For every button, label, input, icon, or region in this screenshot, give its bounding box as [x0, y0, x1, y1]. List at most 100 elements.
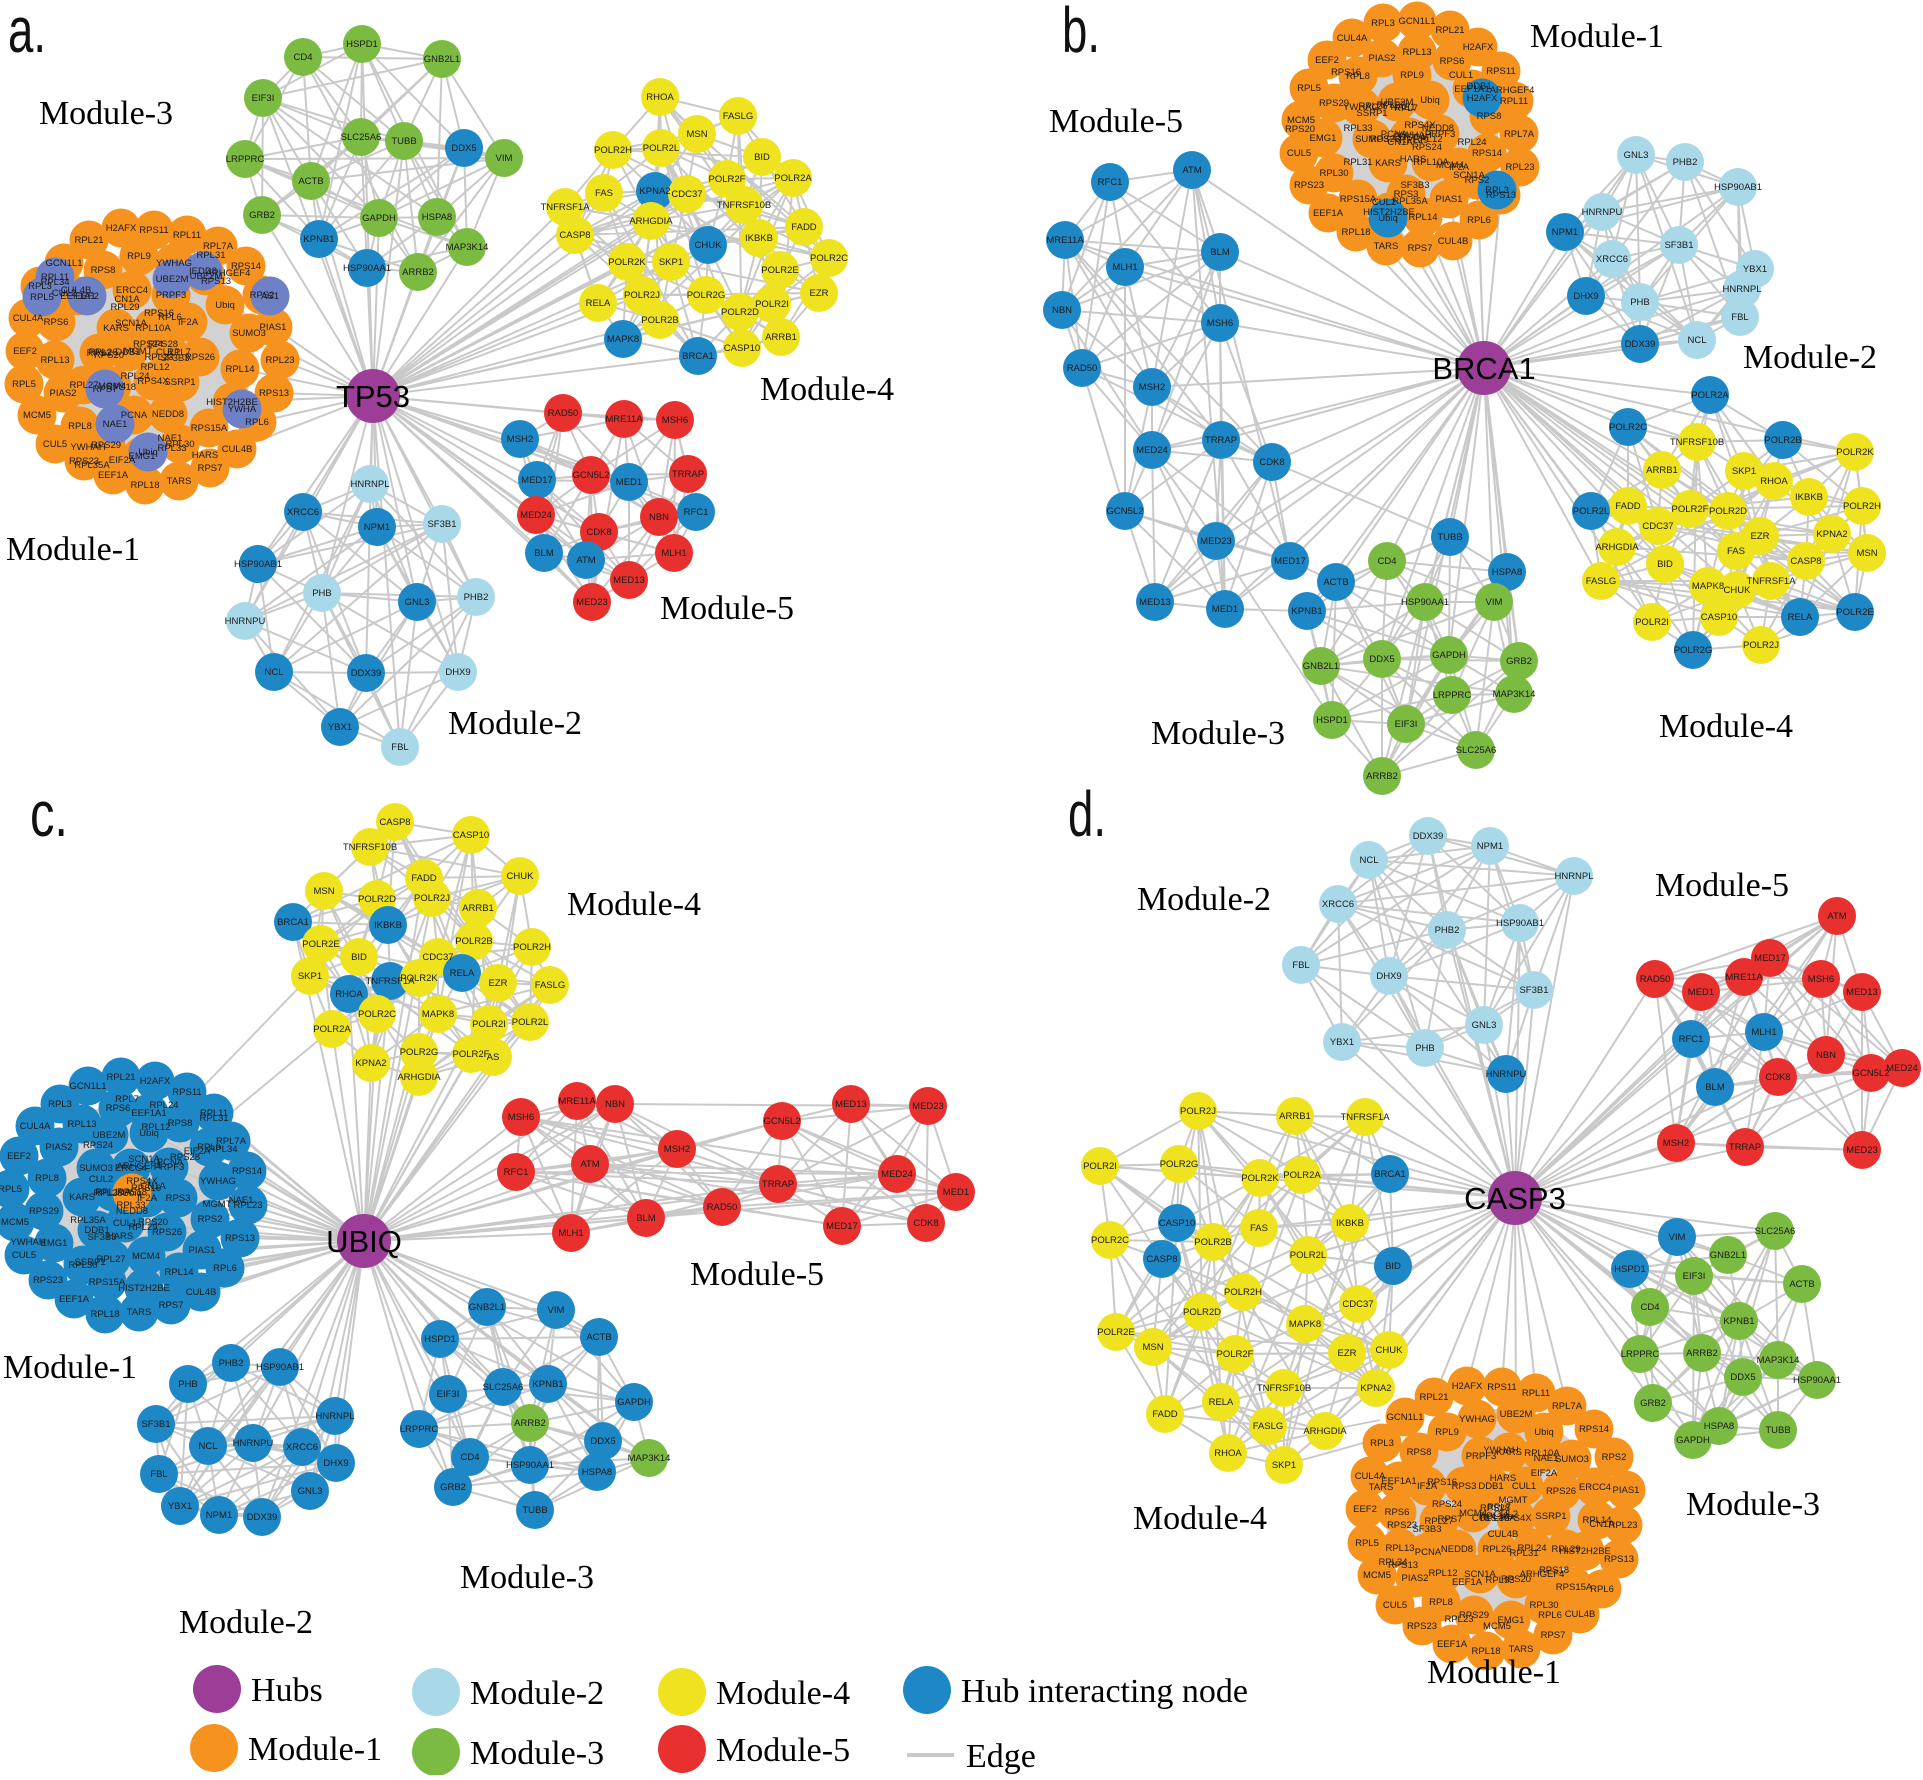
svg-text:MED23: MED23 [912, 1101, 944, 1112]
svg-text:RPS14: RPS14 [231, 261, 261, 272]
svg-text:RPS29: RPS29 [29, 1206, 59, 1217]
svg-text:RPS4X: RPS4X [137, 376, 169, 387]
svg-text:MLH1: MLH1 [661, 548, 686, 559]
svg-text:VIM: VIM [1486, 597, 1503, 608]
svg-text:GAPDH: GAPDH [1676, 1435, 1710, 1446]
svg-text:RPL13: RPL13 [40, 355, 69, 366]
svg-text:CUL5: CUL5 [1287, 148, 1311, 159]
svg-text:VIM: VIM [1669, 1232, 1686, 1243]
svg-text:RPS13: RPS13 [1604, 1554, 1634, 1565]
svg-text:SF3B3: SF3B3 [1400, 180, 1429, 191]
svg-text:EIF3I: EIF3I [1683, 1271, 1706, 1282]
svg-text:KPNA2: KPNA2 [639, 186, 670, 197]
svg-text:ARHGDIA: ARHGDIA [1303, 1426, 1347, 1437]
svg-text:MLH1: MLH1 [1751, 1027, 1776, 1038]
svg-text:RPL29: RPL29 [110, 302, 139, 313]
svg-text:TRRAP: TRRAP [1729, 1142, 1761, 1153]
svg-text:CUL2: CUL2 [1372, 197, 1396, 208]
svg-text:PHB: PHB [178, 1379, 198, 1390]
svg-text:HSP90AA1: HSP90AA1 [1401, 597, 1449, 608]
svg-text:PHB2: PHB2 [219, 1358, 244, 1369]
svg-text:CN1A: CN1A [140, 1181, 166, 1192]
svg-text:BID: BID [1657, 559, 1673, 570]
svg-text:Module-2: Module-2 [448, 705, 582, 742]
svg-text:CASP10: CASP10 [1159, 1218, 1195, 1229]
svg-text:PCNA: PCNA [1381, 129, 1408, 140]
svg-text:POLR2A: POLR2A [774, 173, 812, 184]
svg-text:ACTB: ACTB [298, 176, 323, 187]
svg-text:CASP8: CASP8 [379, 817, 410, 828]
svg-text:CUL4A: CUL4A [20, 1121, 51, 1132]
svg-text:PCNA: PCNA [157, 1157, 184, 1168]
svg-text:SF3B1: SF3B1 [1519, 985, 1548, 996]
svg-text:CN1A: CN1A [1387, 137, 1413, 148]
svg-text:GNB2L1: GNB2L1 [424, 54, 460, 65]
svg-text:MCM5: MCM5 [1, 1217, 29, 1228]
svg-text:SLC25A6: SLC25A6 [341, 132, 382, 143]
svg-text:MAP3K14: MAP3K14 [1757, 1355, 1800, 1366]
svg-text:PIAS2: PIAS2 [1369, 53, 1396, 64]
svg-text:POLR2A: POLR2A [1691, 390, 1729, 401]
svg-text:RPL6: RPL6 [213, 1263, 237, 1274]
svg-text:RPL3: RPL3 [28, 281, 52, 292]
svg-text:EEF2: EEF2 [1315, 55, 1339, 66]
svg-text:CUL2: CUL2 [89, 1174, 113, 1185]
svg-text:GNL3: GNL3 [1624, 150, 1649, 161]
svg-text:RPS15A: RPS15A [1556, 1582, 1593, 1593]
svg-text:SUMO3: SUMO3 [232, 328, 266, 339]
svg-text:HSPD1: HSPD1 [346, 39, 378, 50]
svg-text:DHX9: DHX9 [445, 667, 470, 678]
svg-text:HSP90AB1: HSP90AB1 [256, 1362, 304, 1373]
svg-text:IKBKB: IKBKB [374, 920, 402, 931]
svg-text:RPS7: RPS7 [198, 463, 223, 474]
svg-text:CASP10: CASP10 [724, 343, 760, 354]
svg-text:KPNB1: KPNB1 [1723, 1316, 1754, 1327]
svg-text:RPL7A: RPL7A [216, 1136, 247, 1147]
svg-text:MCM5: MCM5 [1483, 1621, 1511, 1632]
svg-text:RPS29: RPS29 [1459, 1610, 1489, 1621]
svg-text:Module-5: Module-5 [1655, 867, 1789, 904]
svg-text:RPL13: RPL13 [67, 1119, 96, 1130]
svg-text:MCM4: MCM4 [98, 381, 126, 392]
svg-text:RPL29: RPL29 [1399, 135, 1428, 146]
svg-text:CD4: CD4 [293, 52, 312, 63]
svg-text:POLR2J: POLR2J [1743, 640, 1779, 651]
svg-text:POLR2F: POLR2F [453, 1049, 490, 1060]
svg-text:RPS26: RPS26 [185, 352, 215, 363]
svg-text:SSRP1: SSRP1 [1356, 108, 1387, 119]
svg-text:RPL34: RPL34 [208, 1144, 237, 1155]
svg-text:BLM: BLM [1705, 1082, 1725, 1093]
svg-text:GAPDH: GAPDH [617, 1397, 651, 1408]
svg-text:CDK8: CDK8 [1765, 1072, 1790, 1083]
svg-text:d.: d. [1068, 778, 1106, 850]
svg-text:POLR2D: POLR2D [1183, 1307, 1221, 1318]
svg-text:RPL35A: RPL35A [1480, 1513, 1516, 1524]
svg-text:MCM5: MCM5 [1287, 115, 1315, 126]
svg-text:MSH6: MSH6 [1808, 974, 1834, 985]
svg-text:RPL10A: RPL10A [135, 323, 171, 334]
svg-text:RPS3: RPS3 [166, 1193, 191, 1204]
svg-text:GRB2: GRB2 [440, 1482, 466, 1493]
svg-text:BLM: BLM [1210, 247, 1230, 258]
svg-text:CUL4B: CUL4B [222, 444, 253, 455]
svg-text:YWHAH: YWHAH [1396, 130, 1432, 141]
svg-text:RPS3: RPS3 [1452, 1481, 1477, 1492]
svg-text:GRB2: GRB2 [1640, 1398, 1666, 1409]
svg-text:SF3B1: SF3B1 [1664, 240, 1693, 251]
svg-text:CN1A: CN1A [114, 294, 140, 305]
svg-text:TNFRSF10B: TNFRSF10B [1257, 1383, 1311, 1394]
svg-text:SCN1A: SCN1A [115, 318, 147, 329]
svg-text:ARRB2: ARRB2 [514, 1418, 546, 1429]
svg-text:RPS11: RPS11 [1487, 1382, 1516, 1393]
svg-text:MSH6: MSH6 [508, 1112, 534, 1123]
svg-text:MGMT: MGMT [202, 1199, 231, 1210]
svg-text:RPL10A: RPL10A [1524, 1448, 1560, 1459]
svg-text:RPL7: RPL7 [1487, 1502, 1511, 1513]
svg-text:BLM: BLM [636, 1213, 656, 1224]
svg-text:NBN: NBN [1052, 305, 1072, 316]
svg-text:RPS8: RPS8 [91, 265, 116, 276]
svg-text:Edge: Edge [966, 1738, 1036, 1775]
svg-text:ERCC4: ERCC4 [115, 1163, 147, 1174]
svg-text:MGMT: MGMT [123, 346, 152, 357]
svg-text:SCN1A: SCN1A [1453, 170, 1485, 181]
